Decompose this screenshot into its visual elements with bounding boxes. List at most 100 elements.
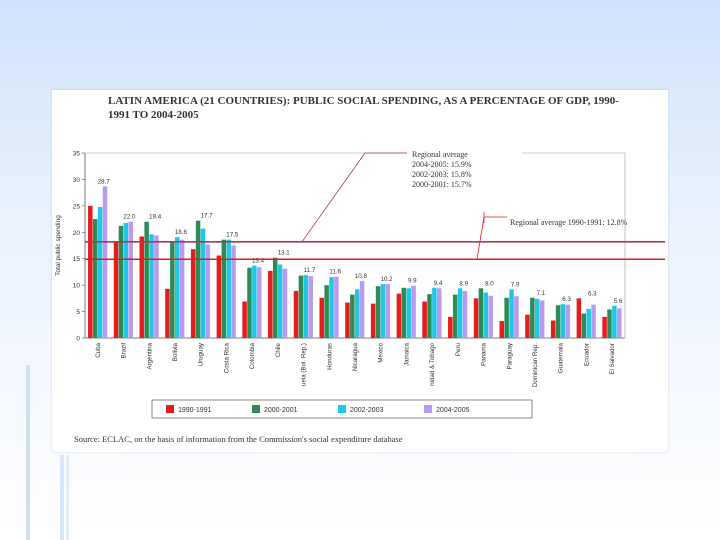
bar — [303, 275, 309, 338]
callout-leader-line — [301, 152, 366, 243]
bar — [205, 244, 211, 338]
bar — [324, 285, 329, 338]
data-label: 8.9 — [459, 280, 468, 287]
data-label: 22.0 — [123, 214, 136, 221]
data-label: 7.1 — [537, 290, 546, 297]
bar — [319, 297, 324, 338]
bar — [448, 316, 453, 338]
bar — [272, 257, 278, 338]
x-tick-label: Panama — [481, 342, 488, 366]
y-tick-label: 5 — [76, 309, 80, 316]
data-label: 5.6 — [614, 298, 623, 305]
bar — [226, 239, 231, 338]
data-label: 18.6 — [175, 229, 188, 236]
data-label: 13.4 — [252, 258, 265, 265]
bar — [602, 316, 607, 338]
decorative-stripe — [66, 455, 69, 540]
data-label: 11.7 — [304, 267, 316, 274]
bar — [247, 267, 252, 338]
bar — [128, 221, 133, 338]
x-tick-label: Costa Rica — [223, 342, 230, 373]
callout-line-2000: 2000-2001: 15.7% — [412, 180, 472, 189]
bar — [231, 245, 236, 338]
legend: 1990-1991 2000-2001 2002-2003 2004-2005 — [151, 399, 533, 419]
bar — [345, 302, 350, 338]
bar — [257, 267, 262, 338]
chart-title: LATIN AMERICA (21 COUNTRIES): PUBLIC SOC… — [108, 95, 619, 121]
bar — [88, 205, 93, 338]
regional-average-1990-label: Regional average 1990-1991: 12.8% — [510, 218, 628, 227]
y-tick-label: 30 — [73, 177, 81, 184]
x-tick-label: Argentina — [146, 342, 153, 369]
callout-line-2002: 2002-2003: 15.8% — [412, 170, 472, 179]
bar — [154, 235, 159, 338]
y-tick-label: 35 — [73, 151, 81, 158]
bar — [190, 249, 196, 338]
bar — [581, 313, 587, 338]
data-label: 8.0 — [485, 280, 494, 287]
bar — [504, 297, 509, 338]
bar — [555, 305, 561, 338]
bar — [452, 294, 458, 338]
data-label: 11.6 — [329, 269, 341, 276]
source-note: Source: ECLAC, on the basis of informati… — [74, 434, 403, 444]
bar — [359, 280, 365, 338]
data-label: 6.3 — [588, 290, 597, 297]
bar — [149, 234, 154, 338]
bar — [565, 304, 571, 338]
bar — [139, 236, 144, 338]
bar — [97, 206, 103, 338]
x-tick-label: Mexico — [378, 342, 385, 362]
y-tick-label: 25 — [73, 203, 81, 210]
x-tick-label: Paraguay — [506, 342, 513, 369]
x-tick-label: Brazil — [121, 343, 128, 358]
callout-leader-line — [476, 216, 485, 260]
x-tick-label: Bolivia — [172, 342, 179, 361]
bar — [422, 301, 427, 338]
legend-label: 2002-2003 — [350, 407, 384, 414]
bar — [380, 284, 386, 338]
y-tick-label: 15 — [73, 256, 81, 263]
axes: 0 5 10 15 20 25 30 35 Total public spending Cuba B… — [55, 151, 626, 387]
bar — [334, 276, 339, 338]
bar — [170, 241, 175, 338]
regional-average-callout: Regional average 2004-2005: 15.9% 2002-2… — [412, 150, 522, 190]
bar — [277, 264, 283, 338]
bar — [179, 239, 185, 338]
x-tick-label: Chile — [275, 342, 282, 357]
data-label: 10.8 — [355, 273, 368, 280]
bar — [612, 305, 617, 338]
x-tick-label: Jamaica — [403, 342, 410, 366]
bar — [144, 221, 149, 338]
bar — [385, 284, 391, 338]
bar — [308, 276, 313, 338]
bar — [411, 285, 416, 338]
bar — [530, 297, 535, 338]
callout-title: Regional average — [412, 150, 468, 159]
bar — [195, 220, 201, 338]
x-tick-label: uela (Bol. Rep.) — [301, 343, 308, 386]
x-tick-label: El Salvador — [609, 343, 616, 375]
bar — [268, 270, 273, 338]
x-tick-label: Ecuador — [583, 343, 590, 366]
x-tick-label: nidad & Tobago — [429, 342, 436, 385]
decorative-stripe — [26, 365, 30, 540]
bar — [216, 255, 222, 338]
bar — [123, 222, 129, 338]
bar — [350, 294, 355, 338]
bar — [617, 308, 622, 338]
x-tick-label: Dominican Rep. — [532, 343, 539, 387]
bar — [242, 301, 247, 338]
legend-label: 1990-1991 — [178, 407, 212, 414]
data-label: 17.5 — [226, 232, 239, 239]
bar — [113, 241, 119, 338]
bar — [535, 298, 540, 338]
x-tick-label: Guatemala — [558, 342, 565, 373]
x-tick-label: Peru — [455, 342, 462, 356]
legend-label: 2004-2005 — [436, 407, 470, 414]
bar — [298, 275, 304, 338]
legend-label: 2000-2001 — [264, 407, 298, 414]
data-label: 17.7 — [201, 213, 214, 220]
bar — [432, 287, 437, 338]
bar — [406, 288, 411, 338]
